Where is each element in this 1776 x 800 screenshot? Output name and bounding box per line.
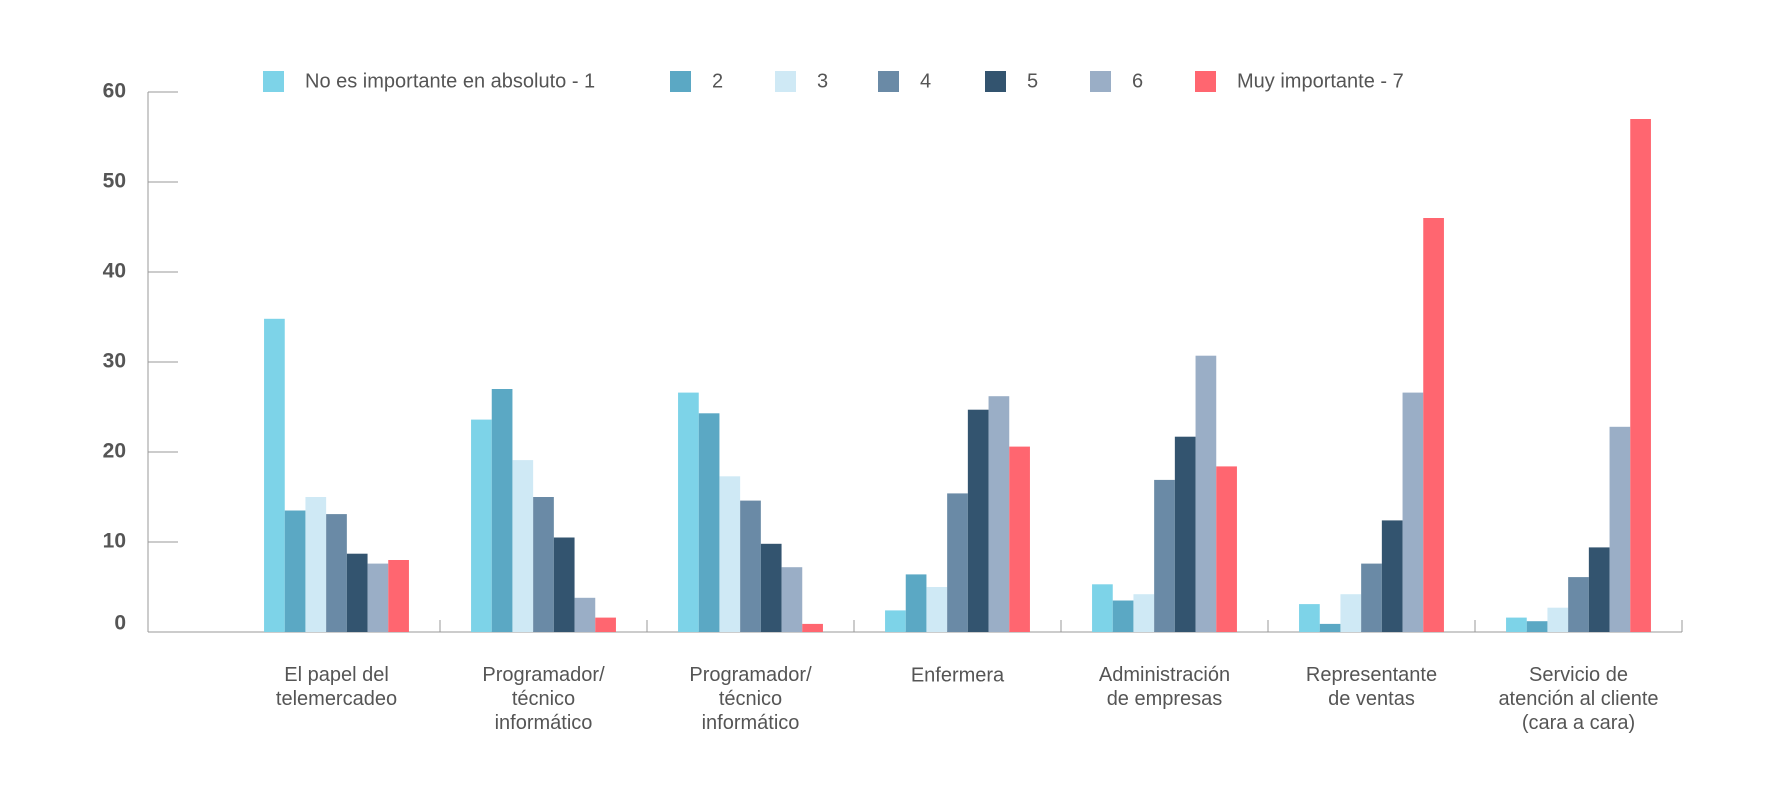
legend-label: 5 bbox=[1027, 70, 1038, 92]
y-tick-label: 10 bbox=[103, 530, 126, 553]
legend-label: Muy importante - 7 bbox=[1237, 70, 1404, 92]
legend-swatch bbox=[1195, 71, 1216, 92]
legend-swatch bbox=[1090, 71, 1111, 92]
legend-swatch bbox=[985, 71, 1006, 92]
x-tick-label: El papel del telemercadeo bbox=[276, 664, 397, 710]
legend-swatch bbox=[263, 71, 284, 92]
bar bbox=[719, 476, 741, 632]
bar bbox=[388, 560, 409, 632]
bar bbox=[781, 567, 803, 632]
x-tick-label: Programador/técnico informático bbox=[689, 664, 812, 734]
bar bbox=[760, 543, 782, 632]
bar bbox=[885, 610, 906, 632]
bar bbox=[947, 493, 968, 632]
legend-swatch bbox=[878, 71, 899, 92]
legend-swatch bbox=[775, 71, 796, 92]
bar bbox=[326, 514, 347, 632]
x-tick-label: Servicio de atención al cliente (cara a ca… bbox=[1498, 664, 1658, 734]
bar bbox=[698, 413, 720, 632]
bar bbox=[1506, 617, 1527, 632]
bar bbox=[1009, 446, 1030, 632]
bar bbox=[595, 617, 616, 632]
y-tick-label: 30 bbox=[103, 350, 126, 373]
y-tick-label: 0 bbox=[114, 612, 126, 635]
bar bbox=[1526, 621, 1548, 632]
y-tick-label: 20 bbox=[103, 440, 126, 463]
legend-label: 3 bbox=[817, 70, 828, 92]
legend-label: 6 bbox=[1132, 70, 1143, 92]
bar bbox=[1133, 594, 1155, 632]
bar bbox=[553, 537, 575, 632]
bar bbox=[1112, 600, 1134, 632]
bar bbox=[1609, 426, 1631, 632]
bar bbox=[926, 587, 948, 632]
bar bbox=[967, 409, 989, 632]
bar bbox=[678, 392, 699, 632]
bar bbox=[264, 318, 285, 632]
y-tick-label: 40 bbox=[103, 260, 126, 283]
bar bbox=[1381, 520, 1403, 632]
bar bbox=[1547, 607, 1569, 632]
bar bbox=[905, 574, 927, 632]
bar bbox=[1588, 547, 1610, 632]
x-tick-label: Administración de empresas bbox=[1099, 664, 1230, 710]
x-tick-label: Enfermera bbox=[911, 664, 1005, 686]
bar bbox=[1299, 604, 1320, 632]
bar bbox=[1423, 218, 1444, 632]
bar bbox=[284, 510, 306, 632]
bar bbox=[802, 623, 823, 632]
bar bbox=[1402, 392, 1424, 632]
bar bbox=[1568, 577, 1589, 632]
bar bbox=[346, 553, 368, 632]
bar bbox=[533, 497, 554, 632]
bar bbox=[740, 500, 761, 632]
bar bbox=[512, 460, 534, 632]
legend-label: 4 bbox=[920, 70, 931, 92]
bar bbox=[1154, 479, 1175, 632]
bar bbox=[1361, 563, 1382, 632]
bar bbox=[1092, 584, 1113, 632]
bar bbox=[367, 563, 389, 632]
bar bbox=[1340, 594, 1362, 632]
bar bbox=[574, 597, 596, 632]
bar bbox=[1216, 466, 1237, 632]
bar bbox=[305, 497, 327, 632]
bar bbox=[1319, 623, 1341, 632]
y-tick-label: 50 bbox=[103, 170, 126, 193]
x-tick-label: Programador/técnico informático bbox=[482, 664, 605, 734]
legend-label: 2 bbox=[712, 70, 723, 92]
bar bbox=[471, 419, 492, 632]
bar bbox=[1630, 119, 1651, 632]
bar bbox=[1195, 355, 1217, 632]
legend-swatch bbox=[670, 71, 691, 92]
x-tick-label: Representante de ventas bbox=[1306, 664, 1437, 710]
bar bbox=[1174, 436, 1196, 632]
bar bbox=[988, 396, 1010, 632]
legend-label: No es importante en absoluto - 1 bbox=[305, 70, 595, 92]
bar bbox=[491, 389, 513, 632]
y-tick-label: 60 bbox=[103, 80, 126, 103]
